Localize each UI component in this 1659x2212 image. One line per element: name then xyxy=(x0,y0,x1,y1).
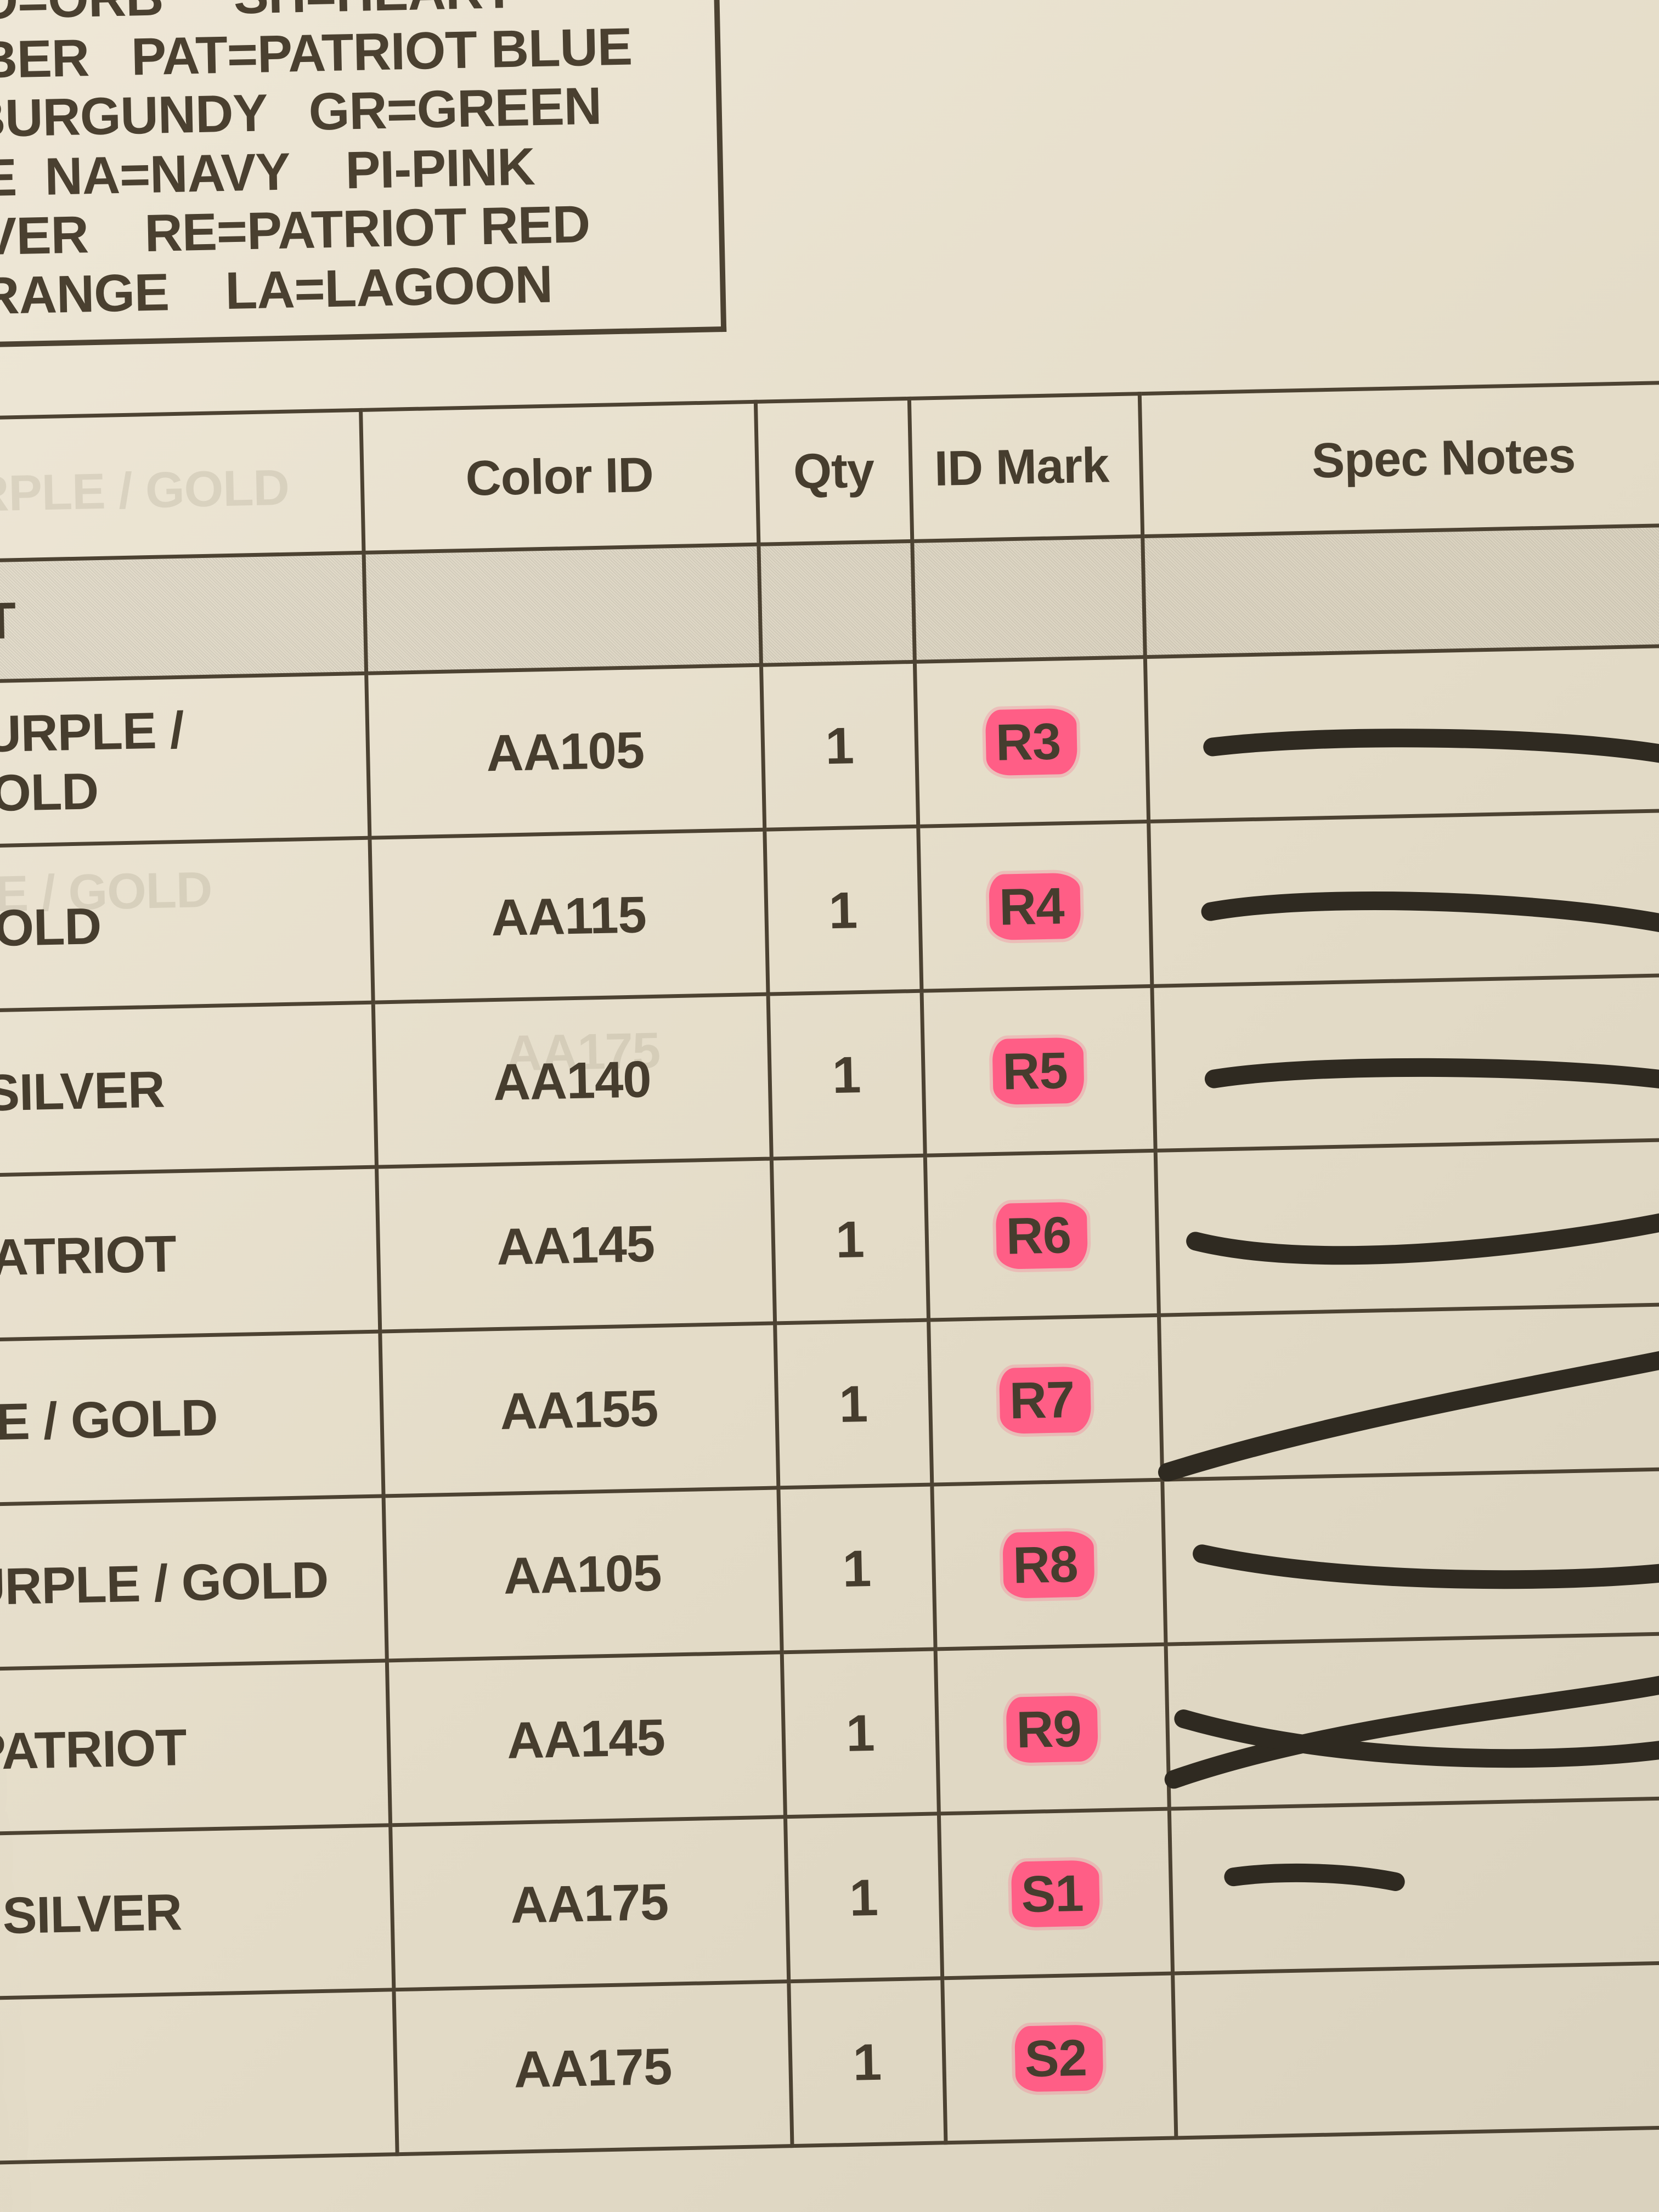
id-mark-highlight: R8 xyxy=(1002,1531,1095,1598)
id-mark-highlight: R9 xyxy=(1006,1695,1098,1763)
cell-spec-notes xyxy=(1169,1796,1659,1973)
cell-color-id: AA105 xyxy=(366,665,764,838)
cell-color: LE / GOLD xyxy=(0,1331,383,1505)
cell-id-mark: R7 xyxy=(928,1315,1162,1485)
cell-color-id: AA175 xyxy=(393,1982,792,2154)
id-mark-highlight: S1 xyxy=(1011,1860,1100,1927)
cell-id-mark: R4 xyxy=(918,821,1152,991)
cell-color: URPLE / GOLD xyxy=(0,1496,387,1669)
cell-qty: 1 xyxy=(761,662,918,830)
cell-spec-notes xyxy=(1155,1138,1659,1315)
cell-spec-notes xyxy=(1145,645,1659,822)
cell-spec-notes xyxy=(1159,1302,1659,1480)
cell-qty: 1 xyxy=(782,1649,939,1817)
cell-qty: 1 xyxy=(771,1155,928,1323)
section-empty xyxy=(364,544,761,673)
section-empty xyxy=(912,537,1145,662)
cell-spec-notes xyxy=(1166,1632,1659,1809)
cell-color-id: AA145 xyxy=(387,1652,785,1825)
cell-qty: 1 xyxy=(788,1978,945,2146)
cell-id-mark: S2 xyxy=(942,1973,1176,2143)
paper-sheet: O=ORB SH=HEART MBER PAT=PATRIOT BLUE =BU… xyxy=(0,0,1659,2212)
cell-spec-notes xyxy=(1152,973,1659,1150)
cell-color: GOLD xyxy=(0,838,373,1011)
cell-color-id: AA175 xyxy=(390,1817,788,1990)
cell-spec-notes xyxy=(1172,1961,1659,2138)
cell-qty: 1 xyxy=(778,1485,935,1652)
col-header-spec: Spec Notes xyxy=(1139,381,1659,537)
cell-color: PURPLE / GOLD xyxy=(0,673,369,847)
cell-id-mark: S1 xyxy=(939,1809,1172,1978)
cell-spec-notes xyxy=(1148,809,1659,986)
cell-color: / SILVER xyxy=(0,1825,393,1999)
cell-color: / SILVER xyxy=(0,1002,376,1176)
cell-id-mark: R5 xyxy=(921,986,1155,1155)
id-mark-highlight: R3 xyxy=(985,708,1078,775)
spec-table: or Color ID Qty ID Mark Spec Notes RT PU… xyxy=(0,379,1659,2165)
col-header-colorid: Color ID xyxy=(360,402,758,552)
cell-color-id: AA115 xyxy=(369,830,768,1002)
section-empty xyxy=(758,541,915,665)
id-mark-highlight: R5 xyxy=(992,1037,1085,1104)
id-mark-highlight: R7 xyxy=(999,1366,1092,1434)
cell-qty: 1 xyxy=(785,1814,942,1982)
col-header-idmark: ID Mark xyxy=(909,394,1142,541)
cell-id-mark: R9 xyxy=(935,1644,1169,1814)
cell-spec-notes xyxy=(1162,1467,1659,1644)
id-mark-highlight: R4 xyxy=(989,872,1081,940)
id-mark-highlight: R6 xyxy=(996,1201,1088,1269)
cell-color-id: AA145 xyxy=(376,1159,775,1331)
cell-color: PATRIOT xyxy=(0,1167,380,1340)
section-label: RT xyxy=(0,552,366,682)
cell-color-id: AA140 xyxy=(373,994,771,1167)
col-header-qty: Qty xyxy=(755,398,912,544)
id-mark-highlight: S2 xyxy=(1014,2024,1104,2092)
cell-qty: 1 xyxy=(775,1320,932,1488)
cell-qty: 1 xyxy=(764,826,921,994)
legend-box: O=ORB SH=HEART MBER PAT=PATRIOT BLUE =BU… xyxy=(0,0,726,348)
cell-color: PATRIOT xyxy=(0,1661,390,1834)
cell-color-id: AA155 xyxy=(380,1323,778,1496)
col-header-color: or xyxy=(0,410,364,561)
cell-color-id: AA105 xyxy=(383,1488,782,1661)
cell-id-mark: R6 xyxy=(925,1150,1159,1320)
section-empty xyxy=(1142,524,1659,657)
cell-color xyxy=(0,1990,397,2163)
cell-id-mark: R3 xyxy=(915,657,1148,827)
table-body: RT PURPLE / GOLDAA1051R3 GOLDAA1151R4 / … xyxy=(0,524,1659,2163)
cell-id-mark: R8 xyxy=(932,1480,1165,1649)
cell-qty: 1 xyxy=(768,991,925,1159)
